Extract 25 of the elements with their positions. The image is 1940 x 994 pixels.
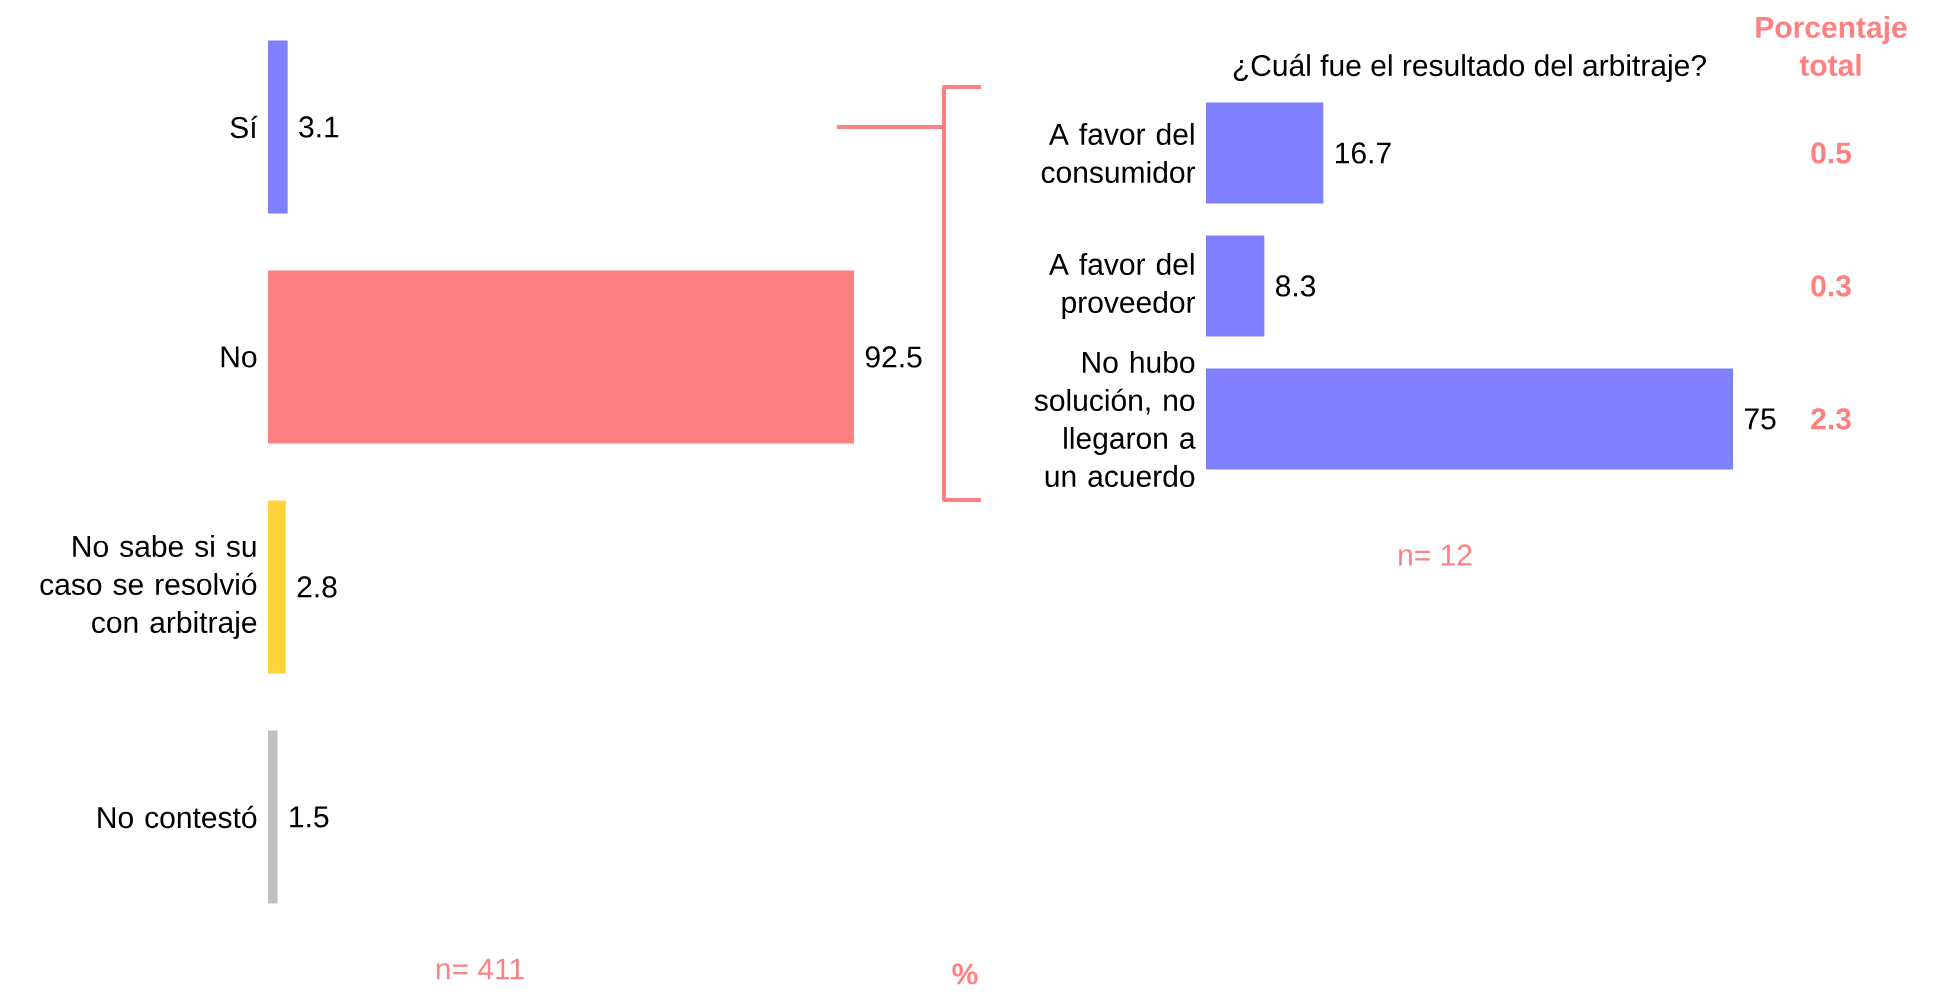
text: n= 12 [1399, 544, 1472, 566]
y-tick-label: A favor del proveedor [1048, 253, 1196, 319]
bar [268, 40, 288, 214]
text: 0.5 [1811, 142, 1852, 164]
data-label: 1.5 [290, 806, 329, 828]
bar [268, 730, 278, 904]
data-label: 92.5 [865, 346, 922, 368]
y-tick-label: No [221, 346, 257, 368]
data-label: 75 [1744, 408, 1776, 430]
y-tick-label: Sí [230, 115, 258, 139]
y-tick-label: A favor del consumidor [1041, 122, 1196, 183]
data-label: 2.8 [297, 576, 337, 598]
chart-title: ¿Cuál fue el resultado del arbitraje? [1233, 53, 1706, 83]
y-tick-label: No hubo solución, no llegaron a un acuerdo [1034, 350, 1196, 487]
text: 2.3 [1811, 408, 1851, 430]
data-label: 3.1 [299, 116, 339, 138]
y-tick-label: No sabe si su caso se resolvió con arbitraje [40, 535, 257, 639]
text: n= 411 [436, 958, 524, 980]
data-label: 16.7 [1336, 142, 1391, 164]
data-label: 8.3 [1276, 275, 1316, 297]
text: % [952, 963, 978, 985]
bar [268, 500, 286, 674]
text: Porcentaje total [1756, 15, 1907, 76]
text: 0.3 [1811, 275, 1851, 297]
y-tick-label: No contestó [98, 805, 257, 829]
